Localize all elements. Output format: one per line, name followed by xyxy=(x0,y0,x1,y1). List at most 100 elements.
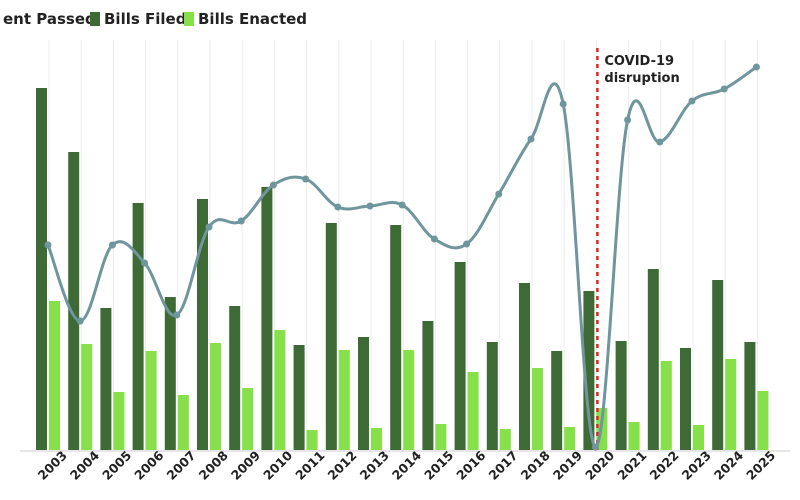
legend-swatch-enacted xyxy=(184,12,194,26)
bar-bills-filed xyxy=(132,203,144,450)
bar-bills-enacted xyxy=(403,350,415,450)
bar-bills-filed xyxy=(197,199,208,450)
line-point-passed xyxy=(430,235,438,243)
bar-bills-filed xyxy=(325,223,337,450)
bar-bills-filed xyxy=(293,345,305,450)
bar-bills-filed xyxy=(647,269,659,450)
annotation-line-1: COVID-19 xyxy=(604,54,674,69)
covid-annotation: COVID-19 disruption xyxy=(596,48,680,450)
bar-bills-enacted xyxy=(564,427,576,450)
x-tick-label: 2003 xyxy=(35,448,70,483)
x-tick-label: 2024 xyxy=(711,447,746,482)
bar-bills-enacted xyxy=(532,368,543,450)
line-point-passed xyxy=(495,190,503,198)
line-point-passed xyxy=(752,63,760,71)
x-tick-label: 2016 xyxy=(453,447,488,482)
line-point-passed xyxy=(173,311,181,319)
x-tick-label: 2015 xyxy=(421,448,456,483)
legend-swatch-filed xyxy=(90,12,100,26)
bar-bills-enacted xyxy=(306,430,318,450)
bar-bills-enacted xyxy=(81,344,93,450)
x-tick-label: 2014 xyxy=(389,447,424,482)
x-tick-label: 2023 xyxy=(679,448,714,483)
line-point-passed xyxy=(559,100,567,108)
bars xyxy=(36,88,769,450)
x-tick-label: 2017 xyxy=(485,448,520,483)
x-tick-label: 2005 xyxy=(99,448,134,483)
x-tick-label: 2025 xyxy=(743,448,778,483)
line-point-passed xyxy=(688,97,696,105)
bar-bills-enacted xyxy=(435,424,447,450)
legend-label-filed: Bills Filed xyxy=(104,10,186,28)
line-point-passed xyxy=(624,116,632,124)
line-point-passed xyxy=(76,317,84,325)
bar-bills-enacted xyxy=(499,429,511,450)
bar-bills-filed xyxy=(358,337,369,450)
bar-bills-filed xyxy=(744,342,756,450)
bar-bills-filed xyxy=(583,291,595,450)
line-point-passed xyxy=(720,85,728,93)
bar-bills-filed xyxy=(615,341,627,450)
line-point-passed xyxy=(108,241,116,249)
bar-bills-filed xyxy=(229,306,241,450)
legend-label-passed: ent Passed xyxy=(3,10,96,28)
x-tick-label: 2020 xyxy=(582,447,617,482)
line-point-passed xyxy=(334,203,342,211)
line-point-passed xyxy=(527,135,535,143)
x-tick-label: 2011 xyxy=(292,448,327,483)
bar-bills-filed xyxy=(390,225,402,450)
x-tick-label: 2004 xyxy=(67,447,102,482)
bar-bills-filed xyxy=(680,348,691,450)
line-point-passed xyxy=(656,138,664,146)
bar-bills-enacted xyxy=(628,422,640,450)
x-axis-ticks: 2003200420052006200720082009201020112012… xyxy=(35,447,779,482)
x-tick-label: 2022 xyxy=(646,448,681,483)
bar-bills-enacted xyxy=(242,388,254,450)
bar-bills-filed xyxy=(712,280,724,450)
bar-bills-filed xyxy=(261,187,273,450)
x-tick-label: 2006 xyxy=(131,447,166,482)
bar-bills-filed xyxy=(36,88,47,450)
bar-bills-filed xyxy=(551,351,563,450)
legend-label-enacted: Bills Enacted xyxy=(198,10,307,28)
bar-bills-filed xyxy=(164,297,176,450)
bar-bills-enacted xyxy=(725,359,737,450)
bar-bills-enacted xyxy=(757,391,769,450)
bar-bills-filed xyxy=(100,308,112,450)
x-tick-label: 2010 xyxy=(260,447,295,482)
line-point-passed xyxy=(205,223,213,231)
covid-annotation-text: COVID-19 disruption xyxy=(604,54,679,86)
bar-bills-enacted xyxy=(274,330,286,450)
x-tick-label: 2021 xyxy=(614,448,649,483)
bar-bills-enacted xyxy=(145,351,157,450)
bar-bills-enacted xyxy=(113,392,125,450)
x-tick-label: 2018 xyxy=(518,448,553,483)
x-tick-label: 2009 xyxy=(228,448,263,483)
bar-bills-enacted xyxy=(371,428,382,450)
line-point-passed xyxy=(44,241,52,249)
bar-bills-enacted xyxy=(49,301,60,450)
line-point-passed xyxy=(463,240,471,248)
line-point-passed xyxy=(237,217,245,225)
bar-bills-enacted xyxy=(693,425,704,450)
line-point-passed xyxy=(141,259,149,267)
bar-bills-enacted xyxy=(338,350,350,450)
bar-bills-filed xyxy=(486,342,498,450)
x-tick-label: 2007 xyxy=(163,448,198,483)
bar-bills-filed xyxy=(422,321,434,450)
bar-bills-filed xyxy=(454,262,466,450)
line-point-passed xyxy=(591,443,599,451)
bar-bills-filed xyxy=(68,152,80,450)
annotation-line-2: disruption xyxy=(604,71,679,86)
bar-bills-enacted xyxy=(660,361,672,450)
legend: ent Passed Bills Filed Bills Enacted xyxy=(3,10,307,28)
line-point-passed xyxy=(302,175,310,183)
bar-bills-enacted xyxy=(467,372,479,450)
x-tick-label: 2008 xyxy=(196,448,231,483)
bar-bills-enacted xyxy=(210,343,221,450)
line-point-passed xyxy=(269,181,277,189)
x-tick-label: 2013 xyxy=(357,448,392,483)
bar-bills-filed xyxy=(519,283,530,450)
x-tick-label: 2012 xyxy=(324,448,359,483)
